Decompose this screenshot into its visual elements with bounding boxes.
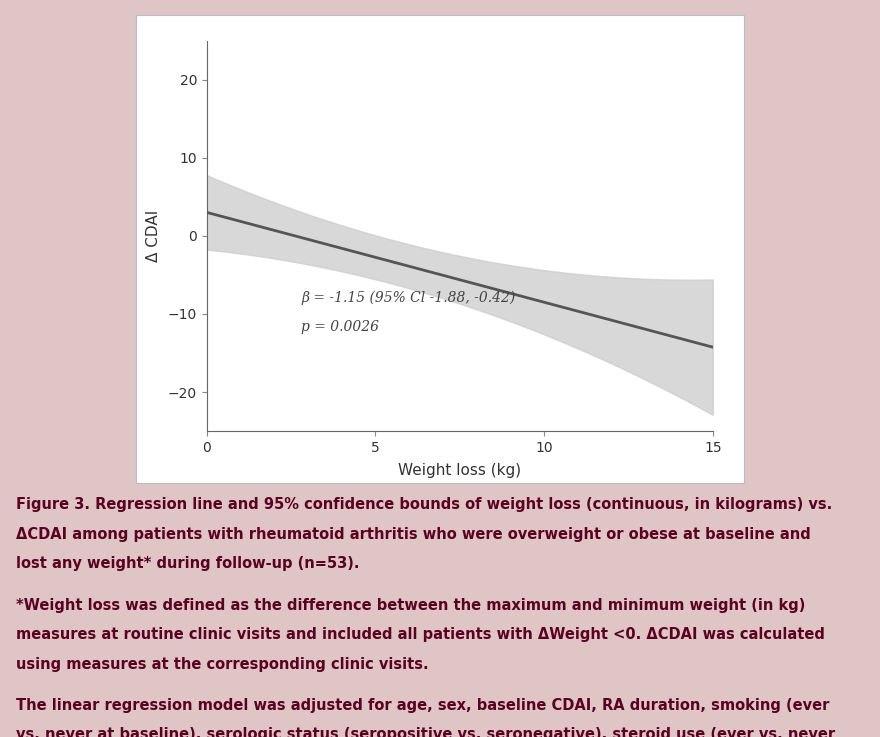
Text: measures at routine clinic visits and included all patients with ΔWeight <0. ΔCD: measures at routine clinic visits and in… <box>16 627 825 642</box>
Text: β = -1.15 (95% Cl -1.88, -0.42): β = -1.15 (95% Cl -1.88, -0.42) <box>301 291 516 305</box>
Text: ΔCDAI among patients with rheumatoid arthritis who were overweight or obese at b: ΔCDAI among patients with rheumatoid art… <box>16 527 810 542</box>
Text: *Weight loss was defined as the difference between the maximum and minimum weigh: *Weight loss was defined as the differen… <box>16 598 805 612</box>
Text: lost any weight* during follow-up (n=53).: lost any weight* during follow-up (n=53)… <box>16 556 359 571</box>
Y-axis label: Δ CDAI: Δ CDAI <box>146 210 161 262</box>
Text: p = 0.0026: p = 0.0026 <box>301 320 379 334</box>
Text: vs. never at baseline), serologic status (seropositive vs. seronegative), steroi: vs. never at baseline), serologic status… <box>16 727 835 737</box>
Text: Figure 3. Regression line and 95% confidence bounds of weight loss (continuous, : Figure 3. Regression line and 95% confid… <box>16 497 832 512</box>
Text: The linear regression model was adjusted for age, sex, baseline CDAI, RA duratio: The linear regression model was adjusted… <box>16 698 829 713</box>
X-axis label: Weight loss (kg): Weight loss (kg) <box>399 463 521 478</box>
Text: using measures at the corresponding clinic visits.: using measures at the corresponding clin… <box>16 657 429 671</box>
